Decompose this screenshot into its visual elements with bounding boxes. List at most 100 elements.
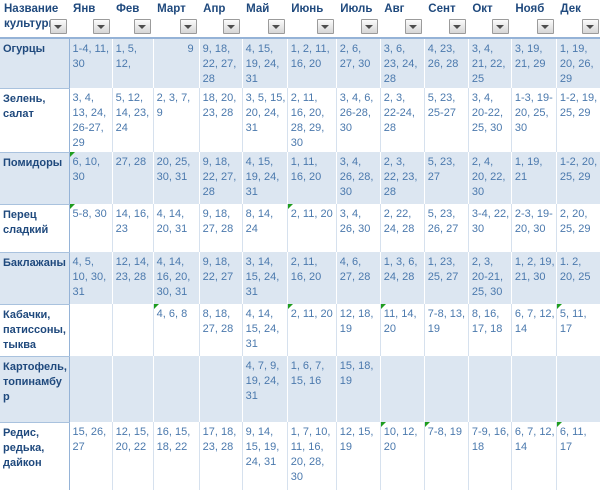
calendar-cell[interactable]: 4, 14, 20, 31 — [153, 204, 200, 252]
calendar-cell[interactable]: 2, 3, 7, 9 — [153, 88, 200, 152]
filter-dropdown-button[interactable] — [268, 19, 286, 34]
calendar-cell[interactable]: 12, 18, 19 — [336, 304, 381, 356]
calendar-cell[interactable]: 8, 16, 17, 18 — [468, 304, 512, 356]
filter-dropdown-button[interactable] — [405, 19, 423, 34]
calendar-cell[interactable]: 1, 2, 11, 16, 20 — [287, 38, 337, 88]
calendar-cell[interactable]: 3-4, 22, 30 — [468, 204, 512, 252]
crop-name-cell[interactable]: Редис, редька, дайкон — [0, 422, 70, 490]
calendar-cell[interactable]: 4, 6, 8 — [153, 304, 200, 356]
calendar-cell[interactable]: 3, 5, 15, 20, 24, 31 — [242, 88, 288, 152]
calendar-cell[interactable]: 3, 6, 23, 24, 28 — [380, 38, 425, 88]
calendar-cell[interactable]: 4, 6, 27, 28 — [336, 252, 381, 304]
calendar-cell[interactable]: 4, 15, 19, 24, 31 — [242, 38, 288, 88]
calendar-cell[interactable]: 9, 18, 22, 27, 28 — [199, 152, 243, 204]
calendar-cell[interactable]: 2, 3, 22-24, 28 — [380, 88, 425, 152]
calendar-cell[interactable]: 1, 23, 25, 27 — [424, 252, 469, 304]
calendar-cell[interactable]: 6, 10, 30 — [69, 152, 113, 204]
calendar-cell[interactable] — [69, 304, 113, 356]
calendar-cell[interactable]: 6, 7, 12, 14 — [511, 304, 557, 356]
calendar-cell[interactable]: 9, 18, 22, 27 — [199, 252, 243, 304]
calendar-cell[interactable] — [424, 356, 469, 422]
filter-dropdown-button[interactable] — [50, 19, 68, 34]
calendar-cell[interactable] — [511, 356, 557, 422]
calendar-cell[interactable]: 2, 3, 22, 23, 28 — [380, 152, 425, 204]
crop-name-cell[interactable]: Перец сладкий — [0, 204, 70, 253]
calendar-cell[interactable]: 4, 15, 19, 24, 31 — [242, 152, 288, 204]
calendar-cell[interactable]: 12, 15, 19 — [336, 422, 381, 490]
calendar-cell[interactable]: 7-8, 13, 19 — [424, 304, 469, 356]
calendar-cell[interactable]: 1, 2, 19, 21, 30 — [511, 252, 557, 304]
calendar-cell[interactable]: 11, 14, 20 — [380, 304, 425, 356]
calendar-cell[interactable]: 3, 4, 26, 28, 30 — [336, 152, 381, 204]
calendar-cell[interactable]: 2, 11, 20 — [287, 204, 337, 252]
calendar-cell[interactable]: 27, 28 — [112, 152, 154, 204]
calendar-cell[interactable] — [112, 304, 154, 356]
calendar-cell[interactable]: 5, 23, 27 — [424, 152, 469, 204]
calendar-cell[interactable]: 9, 18, 22, 27, 28 — [199, 38, 243, 88]
calendar-cell[interactable]: 6, 11, 17 — [556, 422, 600, 490]
filter-dropdown-button[interactable] — [537, 19, 555, 34]
calendar-cell[interactable]: 1-2, 20, 25, 29 — [556, 152, 600, 204]
calendar-cell[interactable]: 2, 4, 20, 22, 30 — [468, 152, 512, 204]
calendar-cell[interactable]: 12, 15, 20, 22 — [112, 422, 154, 490]
calendar-cell[interactable]: 1-3, 19-20, 25, 30 — [511, 88, 557, 152]
crop-name-cell[interactable]: Помидоры — [0, 152, 70, 205]
calendar-cell[interactable]: 2, 22, 24, 28 — [380, 204, 425, 252]
calendar-cell[interactable]: 4, 7, 9, 19, 24, 31 — [242, 356, 288, 422]
calendar-cell[interactable]: 5, 23, 25-27 — [424, 88, 469, 152]
crop-name-cell[interactable]: Баклажаны — [0, 252, 70, 305]
calendar-cell[interactable]: 9 — [153, 38, 200, 88]
calendar-cell[interactable]: 8, 18, 27, 28 — [199, 304, 243, 356]
calendar-cell[interactable]: 5-8, 30 — [69, 204, 113, 252]
calendar-cell[interactable] — [69, 356, 113, 422]
calendar-cell[interactable]: 1, 19, 20, 26, 29 — [556, 38, 600, 88]
calendar-cell[interactable]: 2, 11, 16, 20 — [287, 252, 337, 304]
calendar-cell[interactable]: 12, 14, 23, 28 — [112, 252, 154, 304]
filter-dropdown-button[interactable] — [361, 19, 379, 34]
filter-dropdown-button[interactable] — [223, 19, 241, 34]
calendar-cell[interactable]: 15, 26, 27 — [69, 422, 113, 490]
crop-name-cell[interactable]: Картофель, топинамбур — [0, 356, 70, 423]
calendar-cell[interactable]: 1-4, 11, 30 — [69, 38, 113, 88]
calendar-cell[interactable]: 17, 18, 23, 28 — [199, 422, 243, 490]
calendar-cell[interactable] — [112, 356, 154, 422]
calendar-cell[interactable]: 18, 20, 23, 28 — [199, 88, 243, 152]
calendar-cell[interactable]: 2, 6, 27, 30 — [336, 38, 381, 88]
crop-name-cell[interactable]: Кабачки, патиссоны, тыква — [0, 304, 70, 357]
calendar-cell[interactable]: 4, 14, 15, 24, 31 — [242, 304, 288, 356]
calendar-cell[interactable]: 4, 14, 16, 20, 30, 31 — [153, 252, 200, 304]
calendar-cell[interactable] — [199, 356, 243, 422]
calendar-cell[interactable]: 1-2, 19, 25, 29 — [556, 88, 600, 152]
calendar-cell[interactable]: 4, 5, 10, 30, 31 — [69, 252, 113, 304]
calendar-cell[interactable]: 3, 4, 20-22, 25, 30 — [468, 88, 512, 152]
calendar-cell[interactable]: 1, 5, 12, — [112, 38, 154, 88]
calendar-cell[interactable] — [380, 356, 425, 422]
calendar-cell[interactable]: 3, 4, 26, 30 — [336, 204, 381, 252]
calendar-cell[interactable]: 20, 25, 30, 31 — [153, 152, 200, 204]
calendar-cell[interactable]: 1, 7, 10, 11, 16, 20, 28, 30 — [287, 422, 337, 490]
calendar-cell[interactable] — [153, 356, 200, 422]
calendar-cell[interactable]: 1, 19, 21 — [511, 152, 557, 204]
calendar-cell[interactable]: 4, 23, 26, 28 — [424, 38, 469, 88]
calendar-cell[interactable]: 5, 23, 26, 27 — [424, 204, 469, 252]
calendar-cell[interactable]: 1, 3, 6, 24, 28 — [380, 252, 425, 304]
calendar-cell[interactable]: 3, 4, 13, 24, 26-27, 29 — [69, 88, 113, 152]
filter-dropdown-button[interactable] — [180, 19, 198, 34]
calendar-cell[interactable]: 15, 18, 19 — [336, 356, 381, 422]
calendar-cell[interactable]: 2, 11, 20 — [287, 304, 337, 356]
calendar-cell[interactable]: 7-9, 16, 18 — [468, 422, 512, 490]
filter-dropdown-button[interactable] — [134, 19, 152, 34]
calendar-cell[interactable]: 2, 20, 25, 29 — [556, 204, 600, 252]
calendar-cell[interactable]: 3, 19, 21, 29 — [511, 38, 557, 88]
calendar-cell[interactable]: 8, 14, 24 — [242, 204, 288, 252]
calendar-cell[interactable]: 3, 4, 21, 22, 25 — [468, 38, 512, 88]
calendar-cell[interactable]: 6, 7, 12, 14 — [511, 422, 557, 490]
calendar-cell[interactable]: 3, 4, 6, 26-28, 30 — [336, 88, 381, 152]
filter-dropdown-button[interactable] — [492, 19, 510, 34]
filter-dropdown-button[interactable] — [93, 19, 111, 34]
calendar-cell[interactable]: 2-3, 19-20, 30 — [511, 204, 557, 252]
crop-name-cell[interactable]: Огурцы — [0, 38, 70, 89]
calendar-cell[interactable]: 1, 11, 16, 20 — [287, 152, 337, 204]
calendar-cell[interactable]: 10, 12, 20 — [380, 422, 425, 490]
calendar-cell[interactable]: 1, 6, 7, 15, 16 — [287, 356, 337, 422]
